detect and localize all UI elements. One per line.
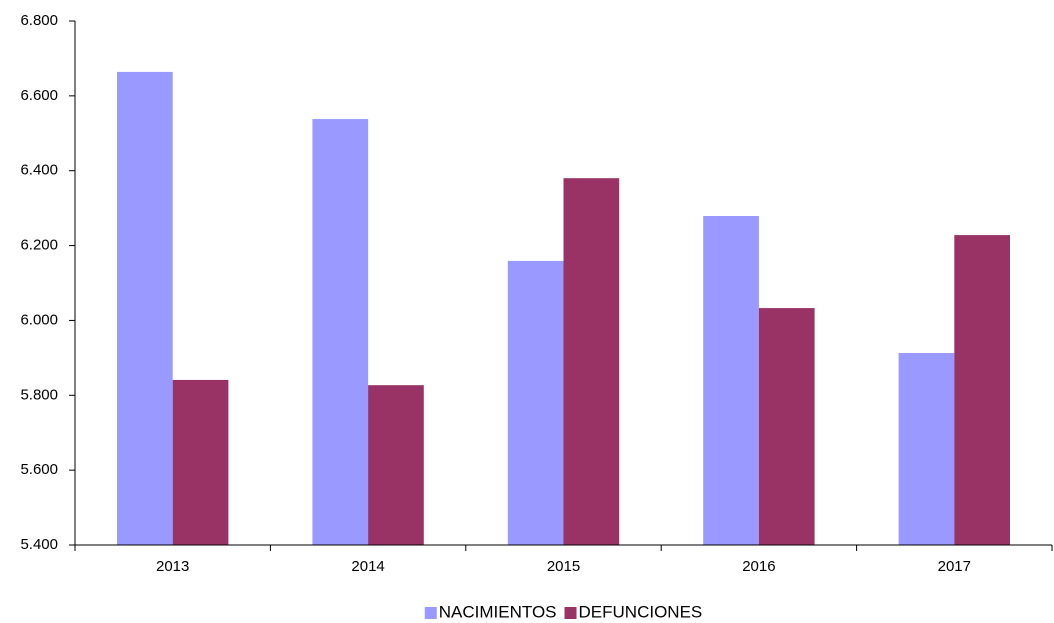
y-tick-label: 5.600	[20, 461, 58, 478]
y-tick-label: 6.800	[20, 12, 58, 29]
y-tick-label: 6.600	[20, 87, 58, 104]
x-tick-label: 2013	[156, 558, 189, 575]
legend-label: DEFUNCIONES	[579, 602, 703, 621]
y-tick-label: 5.800	[20, 386, 58, 403]
legend-swatch	[564, 607, 577, 619]
y-tick-label: 6.400	[20, 162, 58, 179]
bar	[954, 235, 1010, 545]
x-tick-label: 2015	[547, 558, 580, 575]
legend-label: NACIMIENTOS	[439, 602, 557, 621]
x-tick-label: 2017	[938, 558, 971, 575]
y-tick-label: 6.000	[20, 311, 58, 328]
bar	[507, 260, 564, 545]
x-tick-label: 2016	[742, 558, 775, 575]
bar	[563, 178, 620, 545]
y-tick-label: 5.400	[20, 536, 58, 553]
y-tick-label: 6.200	[20, 237, 58, 254]
x-tick-label: 2014	[351, 558, 384, 575]
bar	[898, 352, 955, 545]
bar	[368, 385, 424, 545]
bar	[703, 216, 759, 545]
legend-swatch	[424, 607, 437, 619]
bar	[172, 379, 229, 545]
bar	[312, 119, 369, 545]
bar	[117, 71, 173, 545]
bar	[758, 308, 815, 545]
